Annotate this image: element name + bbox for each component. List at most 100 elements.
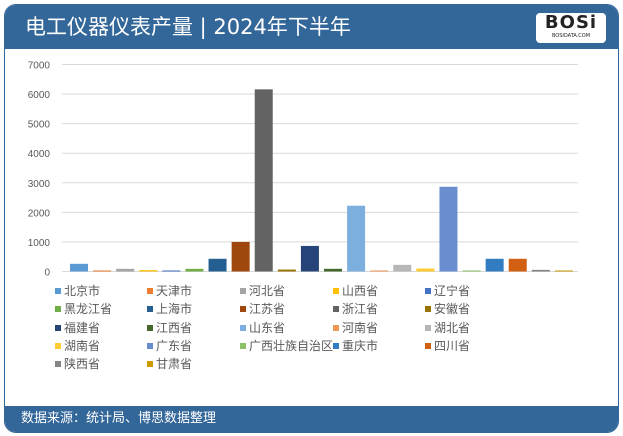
legend-item: 上海市 bbox=[147, 302, 192, 316]
legend-label: 河南省 bbox=[342, 320, 379, 335]
legend-label: 山东省 bbox=[249, 320, 286, 335]
bar-江苏省 bbox=[231, 241, 250, 272]
legend-item: 湖南省 bbox=[55, 339, 100, 353]
legend-item: 重庆市 bbox=[333, 339, 378, 353]
legend-swatch bbox=[147, 342, 153, 349]
legend-swatch bbox=[55, 342, 61, 349]
bar-天津市 bbox=[93, 270, 112, 272]
legend-label: 江苏省 bbox=[249, 302, 286, 317]
legend-swatch bbox=[333, 324, 339, 331]
legend-label: 浙江省 bbox=[342, 302, 379, 317]
legend-swatch bbox=[240, 324, 246, 331]
legend-swatch bbox=[147, 306, 153, 313]
bar-黑龙江省 bbox=[185, 268, 204, 272]
legend-label: 广西壮族自治区 bbox=[249, 338, 334, 353]
legend-item: 山东省 bbox=[240, 321, 285, 335]
legend-item: 湖北省 bbox=[425, 321, 470, 335]
y-tick-label: 0 bbox=[44, 268, 50, 279]
legend-item: 安徽省 bbox=[425, 302, 470, 316]
bar-山西省 bbox=[139, 270, 158, 272]
y-tick-label: 6000 bbox=[28, 90, 51, 101]
legend-item: 天津市 bbox=[147, 284, 192, 298]
bar-安徽省 bbox=[277, 269, 296, 272]
legend-swatch bbox=[240, 306, 246, 313]
legend-swatch bbox=[425, 288, 431, 294]
legend-item: 浙江省 bbox=[333, 302, 378, 316]
legend-label: 湖北省 bbox=[434, 320, 471, 335]
legend-label: 辽宁省 bbox=[434, 284, 471, 298]
legend-swatch bbox=[55, 288, 61, 294]
legend-item: 河北省 bbox=[240, 284, 285, 298]
chart-frame: 电工仪器仪表产量 | 2024年下半年 BOSi BOSIDATA.COM 数据… bbox=[4, 4, 619, 433]
legend-swatch bbox=[333, 342, 339, 349]
bar-湖北省 bbox=[393, 264, 412, 272]
bar-重庆市 bbox=[485, 258, 504, 272]
bar-浙江省 bbox=[254, 89, 273, 272]
legend-item: 陕西省 bbox=[55, 357, 100, 371]
legend-swatch bbox=[55, 361, 61, 368]
bar-河北省 bbox=[116, 268, 135, 272]
data-source: 数据来源：统计局、博思数据整理 bbox=[21, 411, 217, 426]
y-tick-label: 1000 bbox=[28, 238, 51, 249]
legend-item: 福建省 bbox=[55, 321, 100, 335]
bar-广东省 bbox=[439, 186, 458, 272]
header-bar: 电工仪器仪表产量 | 2024年下半年 BOSi BOSIDATA.COM bbox=[5, 5, 618, 49]
bar-江西省 bbox=[324, 268, 343, 272]
legend-label: 河北省 bbox=[249, 284, 286, 298]
legend-item: 广西壮族自治区 bbox=[240, 339, 333, 353]
legend-swatch bbox=[147, 288, 153, 294]
footer-bar: 数据来源：统计局、博思数据整理 bbox=[5, 406, 618, 432]
legend-swatch bbox=[55, 324, 61, 331]
legend-label: 广东省 bbox=[156, 338, 193, 353]
legend-label: 重庆市 bbox=[342, 338, 379, 353]
legend-swatch bbox=[240, 288, 246, 294]
legend-swatch bbox=[333, 306, 339, 313]
legend-item: 江苏省 bbox=[240, 302, 285, 316]
legend-item: 山西省 bbox=[333, 284, 378, 298]
legend-item: 河南省 bbox=[333, 321, 378, 335]
legend-swatch bbox=[147, 361, 153, 368]
y-tick-label: 7000 bbox=[28, 61, 51, 72]
legend-label: 江西省 bbox=[156, 320, 193, 335]
legend-item: 黑龙江省 bbox=[55, 302, 112, 316]
legend-swatch bbox=[333, 288, 339, 294]
bar-广西壮族自治区 bbox=[462, 270, 481, 272]
bar-北京市 bbox=[70, 263, 89, 272]
legend-label: 甘肃省 bbox=[156, 357, 193, 372]
legend-label: 山西省 bbox=[342, 284, 379, 298]
legend-item: 江西省 bbox=[147, 321, 192, 335]
y-tick-label: 2000 bbox=[28, 208, 51, 219]
y-tick-label: 3000 bbox=[28, 179, 51, 190]
legend-label: 上海市 bbox=[156, 302, 193, 317]
bar-辽宁省 bbox=[162, 270, 181, 272]
legend-swatch bbox=[147, 324, 153, 331]
legend-item: 广东省 bbox=[147, 339, 192, 353]
legend-label: 四川省 bbox=[434, 338, 471, 353]
legend-swatch bbox=[425, 324, 431, 331]
bar-陕西省 bbox=[531, 269, 550, 272]
bar-福建省 bbox=[300, 245, 319, 272]
bosi-logo: BOSi BOSIDATA.COM bbox=[536, 13, 606, 43]
bar-四川省 bbox=[508, 258, 527, 272]
legend-label: 安徽省 bbox=[434, 302, 471, 317]
bar-湖南省 bbox=[416, 268, 435, 272]
legend-item: 四川省 bbox=[425, 339, 470, 353]
legend-swatch bbox=[425, 342, 431, 349]
legend-label: 黑龙江省 bbox=[64, 302, 113, 317]
legend-label: 福建省 bbox=[64, 320, 101, 335]
bar-山东省 bbox=[347, 205, 366, 272]
legend-swatch bbox=[240, 342, 246, 349]
bar-河南省 bbox=[370, 270, 389, 272]
y-tick-label: 4000 bbox=[28, 149, 51, 160]
y-tick-label: 5000 bbox=[28, 120, 51, 131]
bar-上海市 bbox=[208, 258, 227, 272]
legend-label: 天津市 bbox=[156, 284, 193, 298]
legend-item: 北京市 bbox=[55, 284, 100, 298]
legend-swatch bbox=[425, 306, 431, 313]
bar-甘肃省 bbox=[554, 270, 573, 272]
legend-swatch bbox=[55, 306, 61, 313]
legend-label: 湖南省 bbox=[64, 338, 101, 353]
legend-label: 北京市 bbox=[64, 284, 101, 298]
chart-title: 电工仪器仪表产量 | 2024年下半年 bbox=[25, 15, 351, 39]
